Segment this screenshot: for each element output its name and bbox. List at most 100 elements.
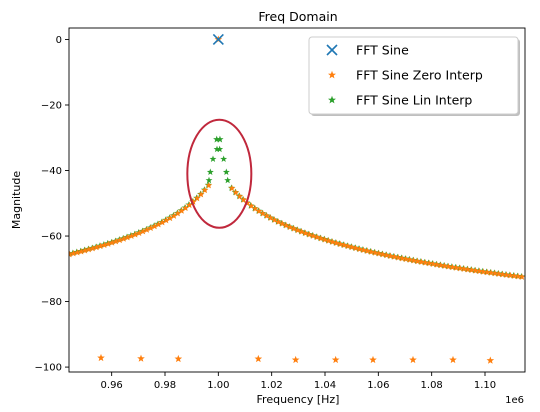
zero-interp-point — [294, 226, 302, 234]
plot-area — [69, 33, 525, 364]
zero-interp-point — [352, 244, 360, 252]
zero-interp-point — [402, 255, 410, 263]
zero-interp-point — [472, 267, 480, 274]
zero-interp-point — [259, 210, 267, 217]
zero-interp-point — [73, 248, 81, 256]
zero-interp-point — [418, 258, 425, 265]
zero-interp-point — [182, 204, 190, 212]
legend-marker — [326, 44, 338, 56]
lin-interp-point — [209, 155, 217, 162]
x-axis-label: Frequency [Hz] — [257, 393, 340, 406]
legend-marker — [328, 95, 336, 104]
zero-interp-point — [112, 237, 120, 245]
y-axis-label: Magnitude — [10, 171, 23, 230]
zero-interp-point — [201, 186, 209, 194]
zero-interp-point — [271, 216, 278, 223]
zero-interp-point — [291, 355, 300, 364]
zero-interp-point — [139, 227, 147, 235]
zero-interp-point — [232, 189, 240, 196]
zero-interp-point — [197, 190, 205, 198]
zero-interp-point — [158, 218, 166, 226]
zero-interp-point — [240, 196, 248, 203]
zero-interp-point — [379, 250, 387, 258]
zero-interp-point — [254, 354, 263, 363]
zero-interp-point — [286, 223, 294, 231]
zero-interp-point — [69, 250, 74, 258]
zero-interp-point — [371, 249, 379, 256]
zero-interp-point — [332, 239, 340, 247]
zero-interp-point — [120, 235, 128, 242]
zero-interp-point — [468, 266, 476, 274]
lin-interp-point — [216, 145, 224, 153]
zero-interp-point — [409, 355, 417, 364]
zero-interp-point — [174, 354, 183, 363]
zero-interp-point — [205, 181, 213, 189]
zero-interp-point — [298, 228, 306, 235]
zero-interp-point — [363, 247, 371, 254]
zero-interp-point — [495, 270, 503, 277]
legend-label: FFT Sine Zero Interp — [356, 68, 483, 83]
zero-interp-point — [367, 248, 375, 255]
zero-interp-point — [290, 225, 298, 232]
series-zero-interp-curve — [69, 181, 525, 280]
zero-interp-point — [255, 207, 263, 215]
zero-interp-point — [124, 233, 132, 241]
zero-interp-point — [514, 272, 522, 280]
zero-interp-point — [331, 355, 340, 364]
zero-interp-point — [394, 254, 402, 261]
zero-interp-point — [491, 269, 499, 277]
zero-interp-point — [100, 241, 108, 249]
legend-marker — [328, 70, 336, 79]
x-tick-label: 0.96 — [101, 380, 123, 391]
zero-interp-point — [390, 253, 398, 260]
y-tick-label: −40 — [41, 166, 62, 177]
zero-interp-point — [406, 256, 414, 263]
legend-entry: FFT Sine — [326, 43, 409, 58]
zero-interp-point — [93, 243, 101, 251]
zero-interp-point — [97, 353, 105, 362]
lin-interp-point — [206, 168, 214, 176]
zero-interp-point — [274, 218, 282, 225]
zero-interp-point — [131, 230, 139, 238]
zero-interp-point — [137, 354, 145, 362]
zero-interp-point — [456, 264, 464, 272]
zero-interp-point — [325, 237, 333, 244]
zero-interp-point — [228, 184, 236, 192]
zero-interp-point — [282, 221, 290, 229]
zero-interp-point — [503, 271, 510, 278]
zero-interp-point — [437, 261, 445, 269]
zero-interp-point — [267, 214, 275, 221]
zero-interp-point — [464, 265, 472, 273]
lin-interp-point — [205, 176, 213, 184]
chart-title: Freq Domain — [258, 9, 337, 24]
zero-interp-point — [356, 245, 364, 253]
lin-interp-point — [220, 155, 228, 162]
zero-interp-point — [135, 229, 143, 236]
zero-interp-point — [104, 240, 112, 247]
zero-interp-point — [429, 260, 437, 267]
x-tick-label: 1.06 — [367, 380, 389, 391]
zero-interp-point — [499, 270, 507, 278]
lin-interp-peak — [216, 135, 224, 143]
zero-interp-point — [483, 268, 491, 276]
zero-interp-point — [387, 252, 394, 260]
y-tick-label: −80 — [41, 297, 62, 308]
zero-interp-point — [518, 273, 525, 280]
lin-interp-point — [222, 168, 230, 176]
zero-interp-point — [147, 224, 155, 232]
zero-interp-point — [460, 265, 468, 272]
x-tick-label: 1.00 — [207, 380, 229, 391]
zero-interp-point — [77, 247, 85, 255]
lin-interp-point — [224, 176, 232, 184]
zero-interp-point — [410, 257, 418, 264]
zero-interp-point — [193, 194, 201, 202]
zero-interp-point — [329, 238, 336, 245]
zero-interp-point — [174, 209, 182, 217]
zero-interp-point — [348, 243, 356, 251]
zero-interp-point — [247, 202, 255, 209]
zero-interp-point — [476, 267, 483, 275]
zero-interp-point — [155, 220, 162, 228]
x-tick-label: 1.04 — [314, 380, 336, 391]
zero-interp-point — [452, 264, 460, 271]
